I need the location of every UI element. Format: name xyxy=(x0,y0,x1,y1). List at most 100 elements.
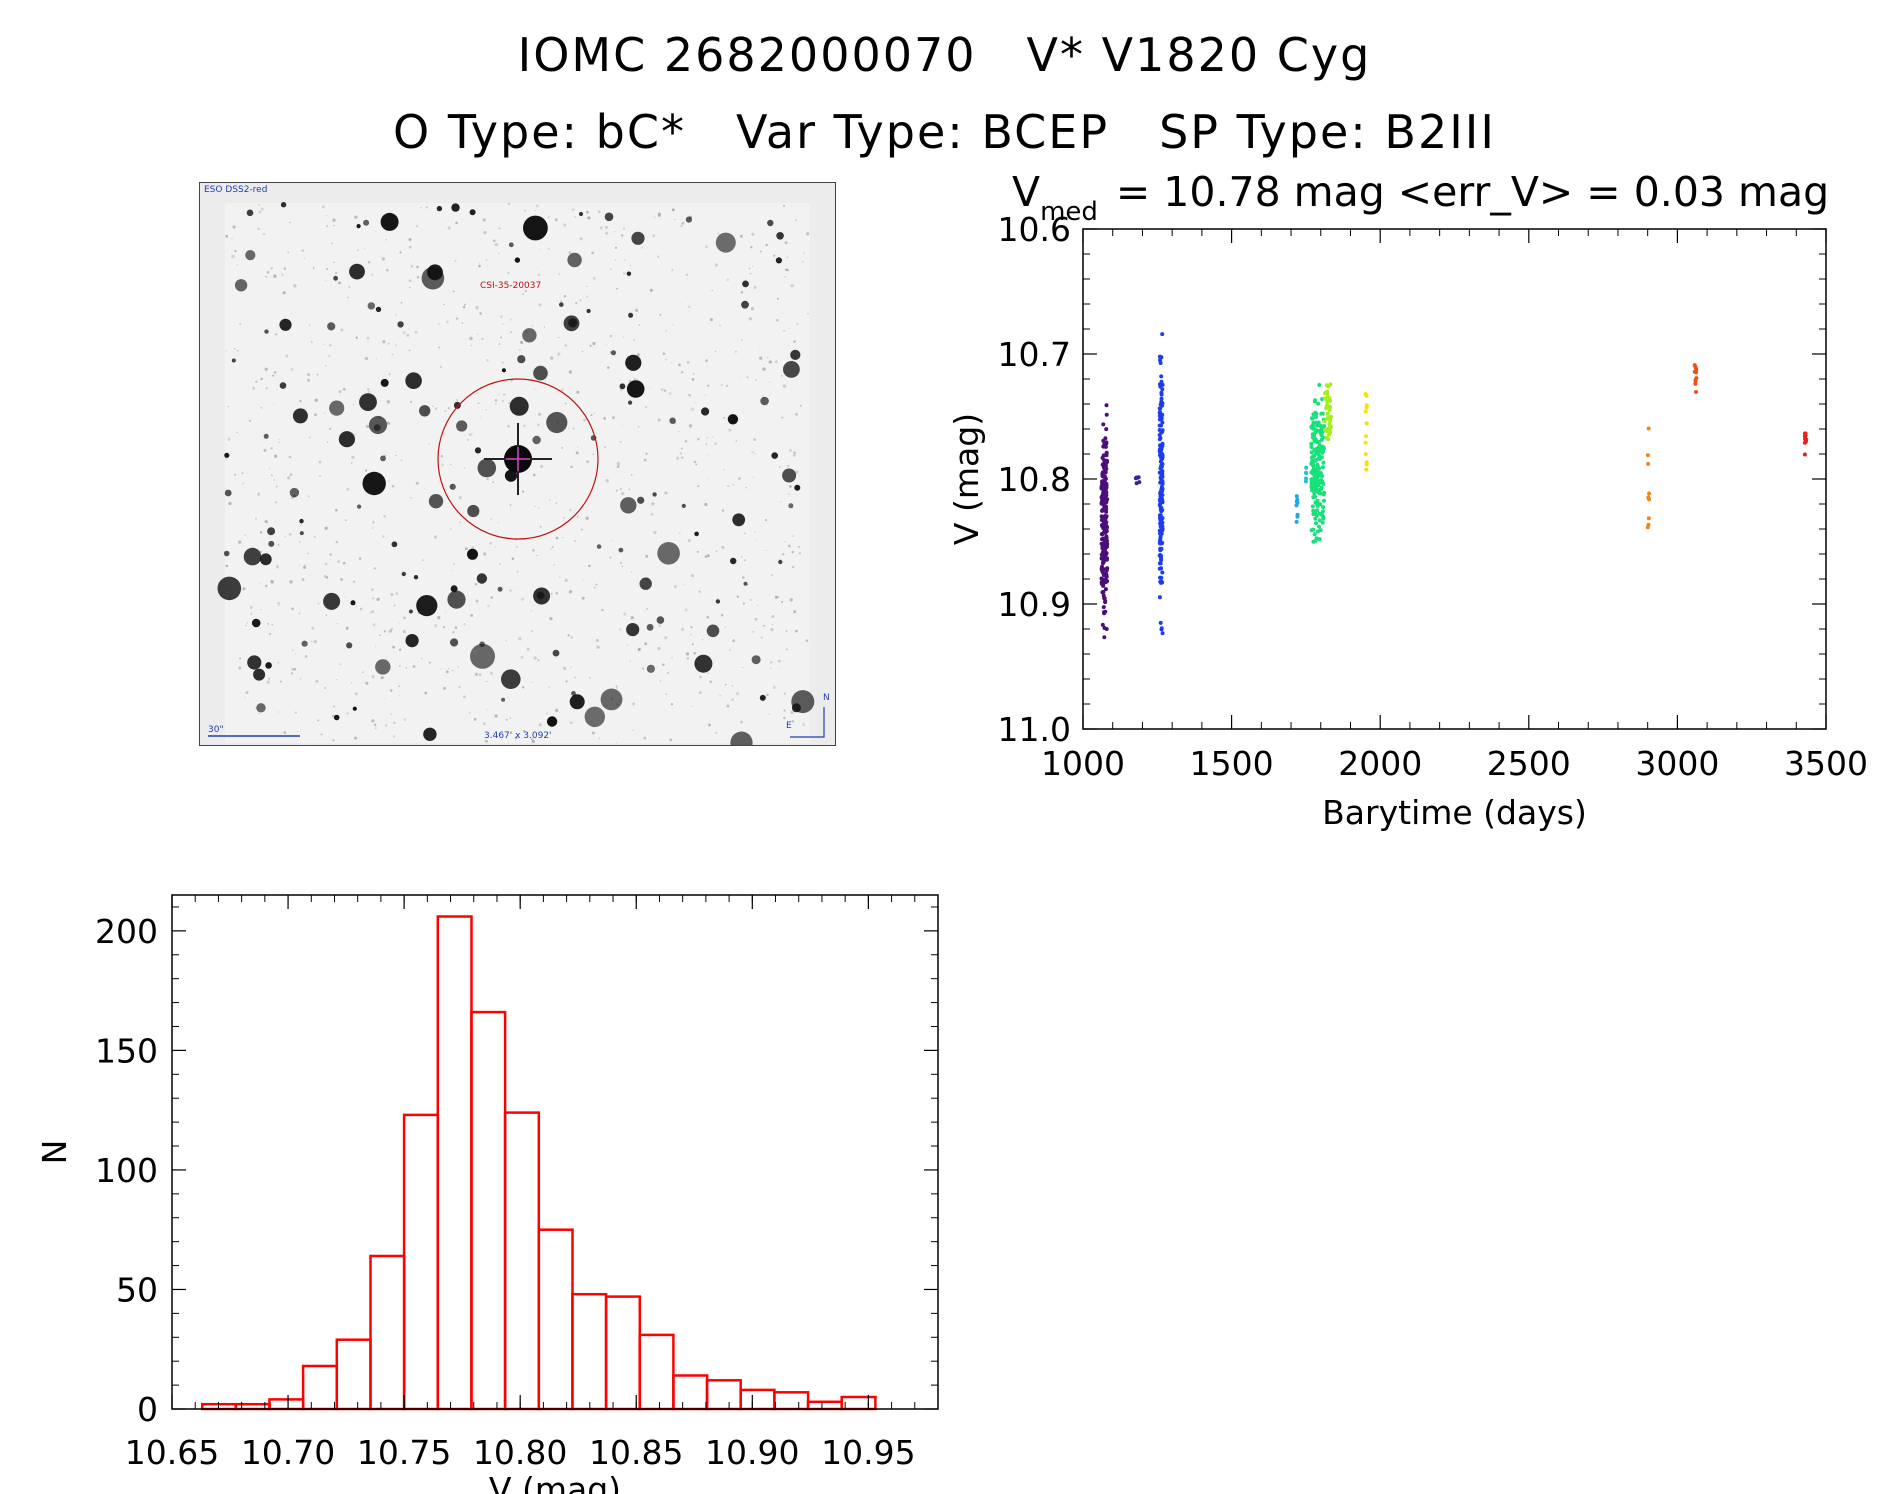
faint-star xyxy=(416,275,420,279)
object-id: IOMC 2682000070 xyxy=(517,28,977,82)
faint-star xyxy=(473,717,477,721)
star xyxy=(501,669,521,689)
star xyxy=(265,662,272,669)
faint-star xyxy=(307,373,311,377)
faint-star xyxy=(799,404,802,407)
faint-star xyxy=(693,460,697,464)
faint-star xyxy=(605,344,607,346)
faint-star xyxy=(277,601,281,605)
faint-star xyxy=(605,479,609,483)
faint-star xyxy=(468,433,472,436)
faint-star xyxy=(339,663,342,666)
faint-star xyxy=(632,702,636,706)
data-point xyxy=(1103,600,1108,605)
star xyxy=(447,590,466,609)
data-point xyxy=(1104,460,1109,465)
star xyxy=(329,400,345,416)
faint-star xyxy=(521,685,525,689)
faint-star xyxy=(484,739,488,743)
faint-star xyxy=(271,474,273,477)
data-point xyxy=(1310,504,1315,509)
faint-star xyxy=(754,453,756,455)
faint-star xyxy=(538,723,542,727)
x-axis-label: V (mag) xyxy=(489,1470,621,1494)
star xyxy=(628,312,634,318)
faint-star xyxy=(380,675,384,680)
faint-star xyxy=(568,370,573,374)
faint-star xyxy=(646,607,649,610)
faint-star xyxy=(373,567,377,570)
y-tick-label: 0 xyxy=(137,1390,158,1429)
faint-star xyxy=(516,570,519,573)
faint-star xyxy=(555,502,558,505)
faint-star xyxy=(792,566,795,569)
star xyxy=(657,542,680,565)
faint-star xyxy=(704,502,708,507)
faint-star xyxy=(364,469,368,472)
faint-star xyxy=(683,583,685,585)
faint-star xyxy=(650,513,654,516)
faint-star xyxy=(635,308,638,312)
faint-star xyxy=(589,344,592,347)
data-point xyxy=(1312,439,1317,444)
faint-star xyxy=(769,381,771,383)
star xyxy=(423,727,437,741)
faint-star xyxy=(768,713,771,715)
faint-star xyxy=(786,256,789,259)
faint-star xyxy=(510,331,512,334)
faint-star xyxy=(643,458,647,462)
faint-star xyxy=(584,565,587,567)
faint-star xyxy=(747,583,749,586)
data-point xyxy=(1320,474,1324,479)
faint-star xyxy=(732,639,736,643)
y-axis-label: V (mag) xyxy=(947,413,986,545)
faint-star xyxy=(531,324,534,327)
faint-star xyxy=(289,473,293,477)
star xyxy=(380,212,399,231)
faint-star xyxy=(390,593,394,597)
faint-star xyxy=(264,520,268,524)
data-point xyxy=(1100,590,1105,595)
star xyxy=(356,224,361,229)
faint-star xyxy=(523,424,526,427)
faint-star xyxy=(731,685,734,687)
faint-star xyxy=(447,226,451,230)
faint-star xyxy=(706,615,710,619)
faint-star xyxy=(561,446,564,450)
faint-star xyxy=(287,476,291,480)
data-point xyxy=(1100,544,1105,549)
faint-star xyxy=(585,516,589,520)
data-point xyxy=(1158,620,1163,625)
faint-star xyxy=(752,476,755,479)
faint-star xyxy=(435,407,438,410)
faint-star xyxy=(685,652,690,656)
data-point xyxy=(1312,491,1317,496)
faint-star xyxy=(665,358,667,361)
faint-star xyxy=(644,642,648,646)
faint-star xyxy=(557,352,561,356)
faint-star xyxy=(365,681,369,685)
faint-star xyxy=(267,622,270,625)
star xyxy=(567,252,582,268)
faint-star xyxy=(590,414,593,417)
faint-star xyxy=(516,588,518,590)
star xyxy=(346,642,353,649)
faint-star xyxy=(486,709,488,711)
faint-star xyxy=(231,237,233,239)
data-point xyxy=(1314,521,1318,526)
faint-star xyxy=(335,540,338,544)
data-point xyxy=(1325,411,1330,416)
faint-star xyxy=(375,645,377,648)
faint-star xyxy=(660,388,664,391)
data-point xyxy=(1317,466,1321,471)
faint-star xyxy=(616,687,618,689)
faint-star xyxy=(371,527,374,529)
faint-star xyxy=(750,307,755,311)
faint-star xyxy=(792,535,794,537)
faint-star xyxy=(711,289,713,292)
data-point xyxy=(1694,370,1699,375)
faint-star xyxy=(458,496,463,500)
faint-star xyxy=(769,660,773,664)
faint-star xyxy=(774,595,778,599)
faint-star xyxy=(688,393,691,397)
